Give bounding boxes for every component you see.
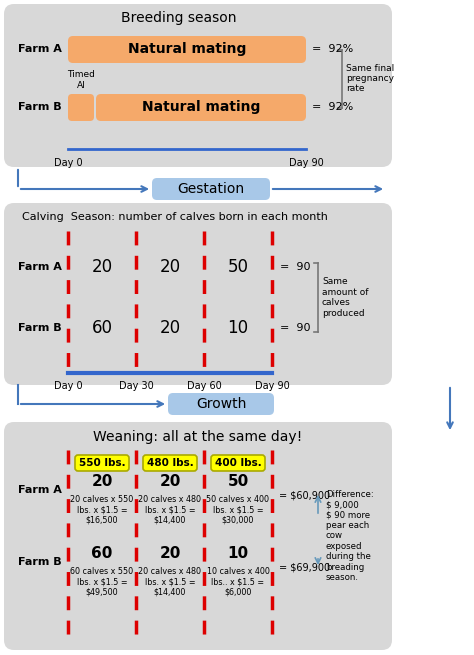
Text: 60: 60 <box>91 319 112 337</box>
Text: 60: 60 <box>91 546 113 561</box>
Text: Farm B: Farm B <box>18 557 62 567</box>
Text: Same
amount of
calves
produced: Same amount of calves produced <box>322 278 368 318</box>
Text: Farm A: Farm A <box>18 45 62 54</box>
Text: Calving  Season: number of calves born in each month: Calving Season: number of calves born in… <box>22 212 328 222</box>
FancyBboxPatch shape <box>4 4 392 167</box>
Text: 20 calves x 480
lbs. x $1.5 =
$14,400: 20 calves x 480 lbs. x $1.5 = $14,400 <box>138 495 201 525</box>
FancyBboxPatch shape <box>68 36 306 63</box>
Text: Day 60: Day 60 <box>187 381 221 391</box>
Text: 480 lbs.: 480 lbs. <box>146 458 193 468</box>
Text: =  92%: = 92% <box>312 45 353 54</box>
Text: Day 30: Day 30 <box>118 381 154 391</box>
Text: Breeding season: Breeding season <box>121 11 237 25</box>
Text: =  90: = 90 <box>280 323 310 333</box>
FancyBboxPatch shape <box>68 94 94 121</box>
Text: 20: 20 <box>159 319 181 337</box>
Text: 400 lbs.: 400 lbs. <box>215 458 261 468</box>
Text: = $69,900: = $69,900 <box>279 562 330 572</box>
Text: Day 0: Day 0 <box>54 158 82 168</box>
FancyBboxPatch shape <box>75 455 129 471</box>
Text: Natural mating: Natural mating <box>128 43 246 56</box>
Text: Gestation: Gestation <box>177 182 245 196</box>
Text: 20 calves x 550
lbs. x $1.5 =
$16,500: 20 calves x 550 lbs. x $1.5 = $16,500 <box>70 495 134 525</box>
Text: Farm B: Farm B <box>18 323 62 333</box>
Text: Farm A: Farm A <box>18 262 62 272</box>
Text: 10: 10 <box>228 546 248 561</box>
Text: Day 90: Day 90 <box>289 158 323 168</box>
FancyBboxPatch shape <box>152 178 270 200</box>
Text: 20: 20 <box>91 258 112 276</box>
Text: Natural mating: Natural mating <box>142 100 260 115</box>
FancyBboxPatch shape <box>96 94 306 121</box>
FancyBboxPatch shape <box>168 393 274 415</box>
Text: = $60,900: = $60,900 <box>279 490 330 500</box>
Text: 20: 20 <box>159 546 181 561</box>
Text: Farm A: Farm A <box>18 485 62 495</box>
Text: Day 0: Day 0 <box>54 381 82 391</box>
Text: Day 90: Day 90 <box>255 381 289 391</box>
Text: 20: 20 <box>159 258 181 276</box>
Text: =  92%: = 92% <box>312 102 353 113</box>
Text: 50 calves x 400
lbs. x $1.5 =
$30,000: 50 calves x 400 lbs. x $1.5 = $30,000 <box>207 495 270 525</box>
Text: 10: 10 <box>228 319 248 337</box>
Text: 20: 20 <box>159 474 181 489</box>
Text: =  90: = 90 <box>280 262 310 272</box>
Text: 10 calves x 400
lbs.. x $1.5 =
$6,000: 10 calves x 400 lbs.. x $1.5 = $6,000 <box>207 567 269 597</box>
Text: 50: 50 <box>228 474 249 489</box>
Text: Farm B: Farm B <box>18 102 62 113</box>
FancyBboxPatch shape <box>211 455 265 471</box>
Text: Difference:
$ 9,000
$ 90 more
pear each
cow
exposed
during the
breading
season.: Difference: $ 9,000 $ 90 more pear each … <box>326 490 374 582</box>
Text: Weaning: all at the same day!: Weaning: all at the same day! <box>93 430 302 444</box>
Text: 20 calves x 480
lbs. x $1.5 =
$14,400: 20 calves x 480 lbs. x $1.5 = $14,400 <box>138 567 201 597</box>
FancyBboxPatch shape <box>143 455 197 471</box>
FancyBboxPatch shape <box>4 203 392 385</box>
FancyBboxPatch shape <box>4 422 392 650</box>
Text: Same final
pregnancy
rate: Same final pregnancy rate <box>346 64 394 94</box>
Text: Growth: Growth <box>196 397 246 411</box>
Text: 60 calves x 550
lbs. x $1.5 =
$49,500: 60 calves x 550 lbs. x $1.5 = $49,500 <box>71 567 134 597</box>
Text: 50: 50 <box>228 258 248 276</box>
Text: 550 lbs.: 550 lbs. <box>79 458 125 468</box>
Text: Timed
AI: Timed AI <box>67 70 95 90</box>
Text: 20: 20 <box>91 474 113 489</box>
